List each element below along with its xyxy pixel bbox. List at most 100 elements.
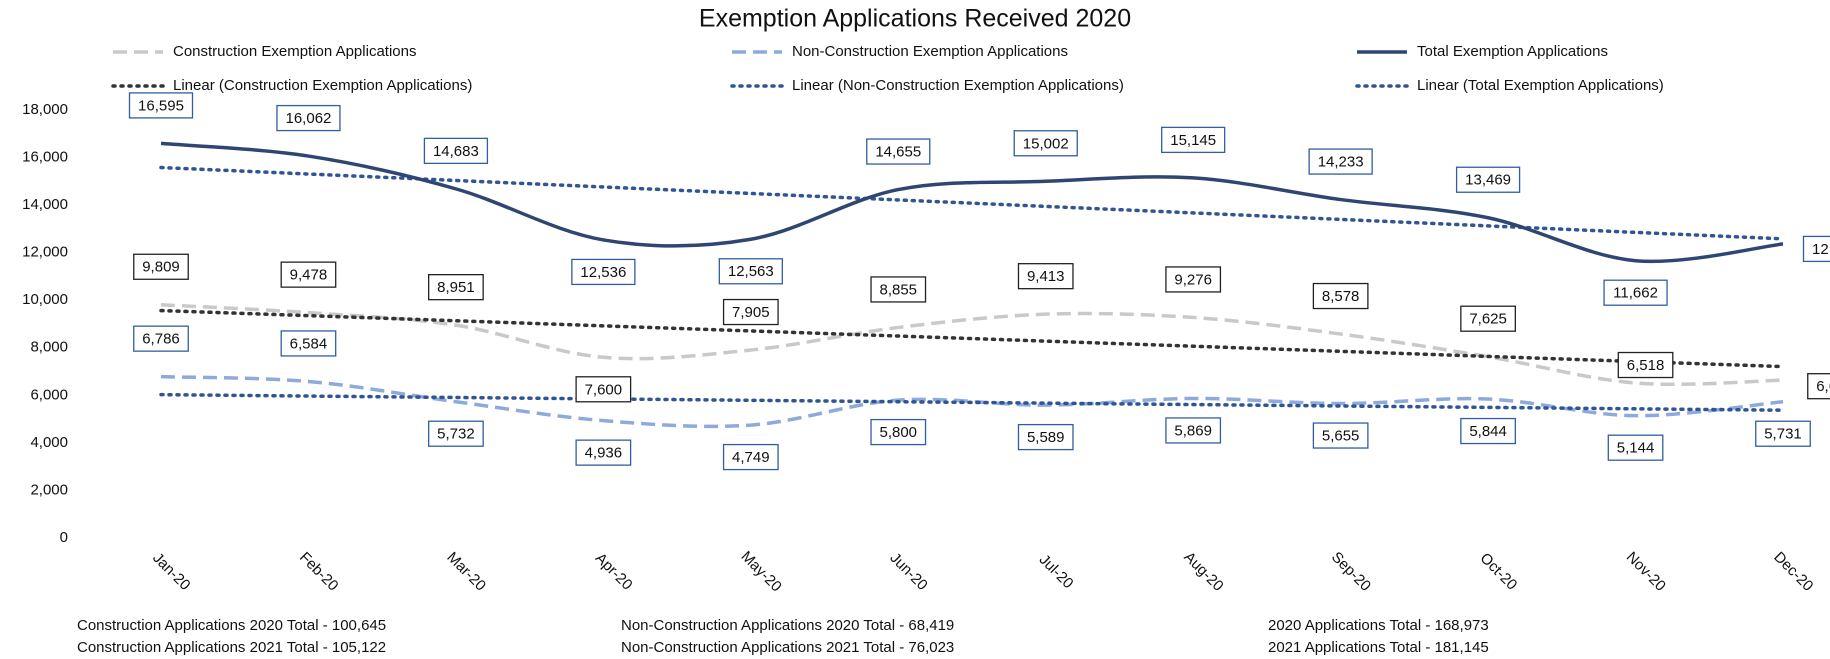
x-tick-label: Jul-20 <box>1036 551 1077 592</box>
data-label-box <box>1617 351 1674 379</box>
legend-label: Linear (Total Exemption Applications) <box>1417 77 1664 94</box>
data-label-box <box>280 261 337 288</box>
data-label-box <box>280 330 337 357</box>
legend-label: Linear (Construction Exemption Applicati… <box>173 77 472 94</box>
data-label-box <box>722 298 779 326</box>
data-label: 7,905 <box>732 304 770 321</box>
data-label: 9,413 <box>1027 268 1065 285</box>
data-label-box <box>575 439 632 466</box>
data-label: 12,563 <box>728 263 774 280</box>
data-label: 11,662 <box>1613 285 1658 302</box>
x-tick-label: Sep-20 <box>1328 549 1374 595</box>
data-label-box <box>428 274 484 301</box>
data-label-box <box>1755 420 1811 447</box>
data-label: 14,233 <box>1318 154 1364 171</box>
data-label: 12,536 <box>580 264 626 281</box>
data-label: 16,062 <box>286 110 332 127</box>
y-tick-label: 2,000 <box>30 481 68 498</box>
footnote: Construction Applications 2021 Total - 1… <box>77 639 386 656</box>
data-label: 5,589 <box>1027 429 1065 446</box>
x-tick-label: Jan-20 <box>149 549 193 593</box>
data-label: 6,518 <box>1627 357 1665 374</box>
data-label: 13,469 <box>1465 172 1511 189</box>
data-label: 8,578 <box>1322 288 1360 305</box>
data-label: 5,800 <box>879 424 917 441</box>
x-tick-label: Aug-20 <box>1180 549 1226 595</box>
data-label-box <box>133 253 189 280</box>
data-label: 16,595 <box>138 97 184 114</box>
data-label-box <box>870 276 927 303</box>
data-label-box <box>1455 166 1521 193</box>
footnote: 2021 Applications Total - 181,145 <box>1268 639 1489 656</box>
data-label-box <box>1807 373 1830 400</box>
data-label-box <box>1165 417 1222 444</box>
data-label-box <box>870 418 927 446</box>
data-label: 8,951 <box>437 279 475 296</box>
data-label: 15,145 <box>1170 132 1216 149</box>
data-label-box <box>423 137 489 165</box>
data-label-box <box>1013 130 1078 157</box>
series-line <box>160 303 1784 387</box>
data-label-box <box>128 92 194 119</box>
data-label-box <box>1017 263 1074 290</box>
data-label: 6,637 <box>1816 378 1830 395</box>
data-label: 5,731 <box>1764 426 1802 443</box>
data-label: 4,749 <box>732 449 770 466</box>
data-label: 5,732 <box>437 426 475 443</box>
data-label: 9,276 <box>1174 271 1212 288</box>
data-label: 14,683 <box>433 143 479 160</box>
x-tick-label: Feb-20 <box>296 549 342 595</box>
y-tick-label: 10,000 <box>22 291 68 308</box>
y-tick-label: 16,000 <box>22 149 68 166</box>
data-label-box <box>1161 126 1226 154</box>
data-label-box <box>575 376 632 403</box>
legend-label: Total Exemption Applications <box>1417 43 1608 60</box>
data-label: 12,368 <box>1812 241 1830 258</box>
footnote: Non-Construction Applications 2021 Total… <box>621 639 954 656</box>
data-label-box <box>1460 305 1516 332</box>
y-tick-label: 4,000 <box>30 434 68 451</box>
data-label: 9,809 <box>142 259 180 276</box>
series-line <box>160 141 1784 264</box>
data-label-box <box>1802 235 1830 263</box>
data-label-box <box>718 258 783 285</box>
data-label: 5,655 <box>1322 428 1360 445</box>
data-label-box <box>722 443 779 471</box>
x-tick-label: Mar-20 <box>443 549 489 595</box>
chart-title: Exemption Applications Received 2020 <box>699 5 1131 33</box>
data-label: 9,478 <box>290 267 328 284</box>
series-line <box>160 374 1784 429</box>
data-label-box <box>1017 423 1074 451</box>
legend-label: Linear (Non-Construction Exemption Appli… <box>792 77 1124 94</box>
data-label-box <box>276 104 341 132</box>
x-tick-label: Dec-20 <box>1770 549 1816 595</box>
y-tick-label: 12,000 <box>22 244 68 261</box>
data-label-box <box>866 138 931 165</box>
footnote: 2020 Applications Total - 168,973 <box>1268 617 1489 634</box>
data-label-box <box>1607 434 1664 461</box>
data-label: 14,655 <box>875 144 921 161</box>
footnote: Non-Construction Applications 2020 Total… <box>621 617 954 634</box>
trend-line <box>159 392 1785 412</box>
y-tick-label: 6,000 <box>30 386 68 403</box>
x-tick-label: Oct-20 <box>1477 550 1521 594</box>
legend-label: Non-Construction Exemption Applications <box>792 43 1068 60</box>
legend-label: Construction Exemption Applications <box>173 43 416 60</box>
y-tick-label: 8,000 <box>30 339 68 356</box>
x-tick-label: Apr-20 <box>592 550 636 594</box>
data-label: 5,844 <box>1469 423 1507 440</box>
data-label-box <box>133 325 189 352</box>
trend-line <box>159 308 1785 369</box>
data-label-box <box>571 258 636 286</box>
x-tick-label: May-20 <box>737 548 784 595</box>
data-label: 8,855 <box>879 281 917 298</box>
data-label-box <box>1312 282 1369 310</box>
data-label: 6,584 <box>290 335 328 352</box>
footnote: Construction Applications 2020 Total - 1… <box>77 617 386 634</box>
data-label-box <box>1308 148 1373 175</box>
data-label: 6,786 <box>142 331 180 348</box>
y-tick-label: 18,000 <box>22 101 68 118</box>
trend-line <box>159 165 1785 241</box>
data-label-box <box>1603 279 1668 306</box>
